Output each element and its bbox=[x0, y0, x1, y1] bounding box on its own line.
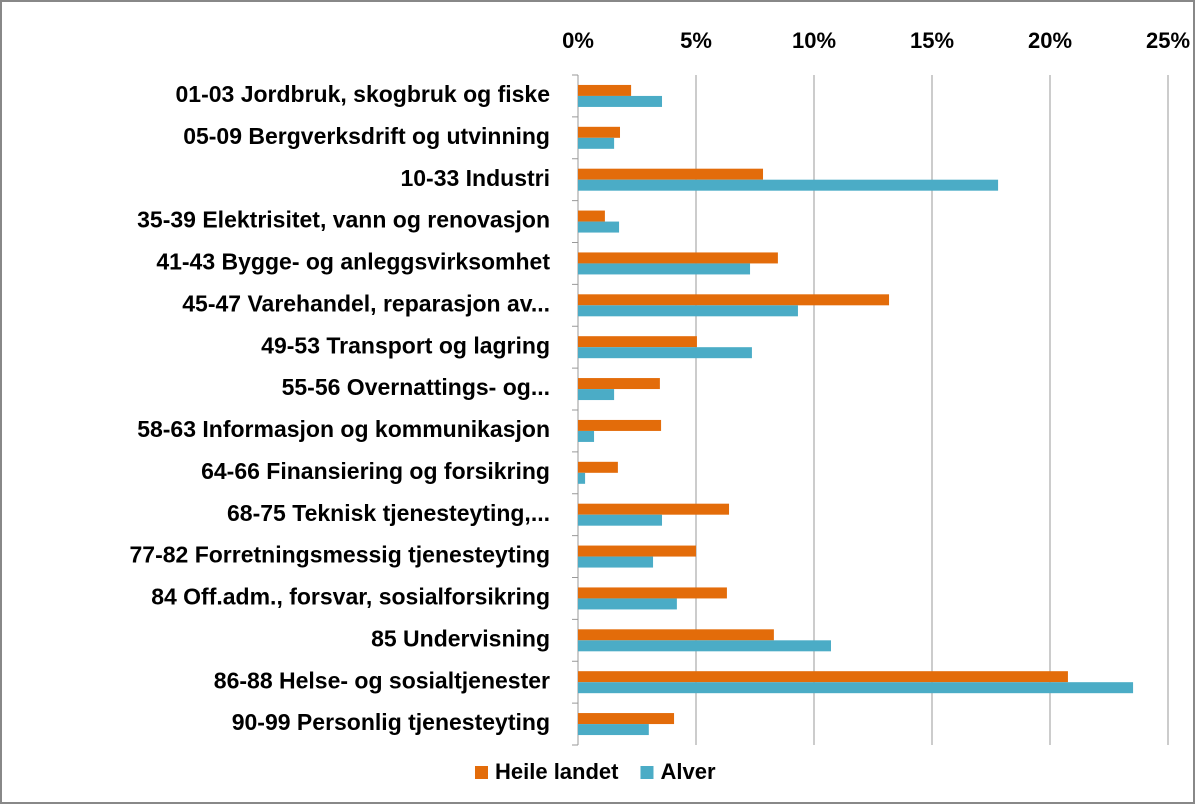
bar bbox=[578, 503, 730, 515]
bar bbox=[578, 294, 890, 306]
y-tick-label: 55-56 Overnattings- og... bbox=[282, 374, 550, 400]
y-tick-label: 10-33 Industri bbox=[400, 165, 550, 191]
y-tick-label: 01-03 Jordbruk, skogbruk og fiske bbox=[175, 81, 550, 107]
bar bbox=[578, 419, 662, 431]
bar bbox=[578, 461, 618, 473]
bar bbox=[578, 378, 660, 390]
bar bbox=[578, 95, 663, 107]
bar bbox=[578, 713, 675, 725]
bar bbox=[578, 347, 752, 359]
legend-swatch bbox=[475, 766, 488, 779]
bar bbox=[578, 640, 831, 652]
bar bbox=[578, 587, 727, 599]
bar bbox=[578, 671, 1068, 683]
bar bbox=[578, 629, 774, 641]
bar bbox=[578, 682, 1134, 694]
y-tick-label: 85 Undervisning bbox=[371, 625, 550, 651]
bar bbox=[578, 556, 654, 568]
x-tick-label: 15% bbox=[910, 28, 954, 53]
bar bbox=[578, 305, 798, 317]
y-tick-label: 90-99 Personlig tjenesteyting bbox=[232, 709, 550, 735]
bar bbox=[578, 389, 615, 401]
bar bbox=[578, 598, 677, 610]
y-tick-label: 05-09 Bergverksdrift og utvinning bbox=[183, 123, 550, 149]
bar bbox=[578, 126, 621, 138]
y-tick-label: 86-88 Helse- og sosialtjenester bbox=[214, 667, 550, 693]
x-tick-label: 25% bbox=[1146, 28, 1190, 53]
y-tick-label: 41-43 Bygge- og anleggsvirksomhet bbox=[156, 249, 550, 275]
x-tick-label: 10% bbox=[792, 28, 836, 53]
bar bbox=[578, 263, 751, 275]
bar bbox=[578, 168, 764, 180]
bar bbox=[578, 545, 696, 557]
y-tick-label: 35-39 Elektrisitet, vann og renovasjon bbox=[137, 207, 550, 233]
bar bbox=[578, 472, 586, 484]
bar bbox=[578, 137, 615, 149]
y-tick-label: 58-63 Informasjon og kommunikasjon bbox=[137, 416, 550, 442]
y-tick-label: 77-82 Forretningsmessig tjenesteyting bbox=[129, 542, 550, 568]
y-tick-label: 68-75 Teknisk tjenesteyting,... bbox=[227, 500, 550, 526]
y-tick-label: 64-66 Finansiering og forsikring bbox=[201, 458, 550, 484]
y-tick-label: 84 Off.adm., forsvar, sosialforsikring bbox=[151, 584, 550, 610]
legend-swatch bbox=[640, 766, 654, 779]
x-tick-label: 0% bbox=[562, 28, 594, 53]
y-tick-label: 45-47 Varehandel, reparasjon av... bbox=[182, 290, 550, 316]
bar bbox=[578, 221, 620, 233]
bar bbox=[578, 84, 632, 96]
legend-label: Heile landet bbox=[495, 759, 619, 784]
bar bbox=[578, 514, 663, 526]
x-tick-label: 20% bbox=[1028, 28, 1072, 53]
bar bbox=[578, 430, 595, 442]
x-tick-label: 5% bbox=[680, 28, 712, 53]
bar bbox=[578, 252, 778, 264]
bar bbox=[578, 210, 605, 222]
bar bbox=[578, 724, 649, 736]
y-tick-label: 49-53 Transport og lagring bbox=[261, 332, 550, 358]
bar bbox=[578, 179, 999, 191]
legend-label: Alver bbox=[660, 759, 715, 784]
bar bbox=[578, 336, 697, 348]
